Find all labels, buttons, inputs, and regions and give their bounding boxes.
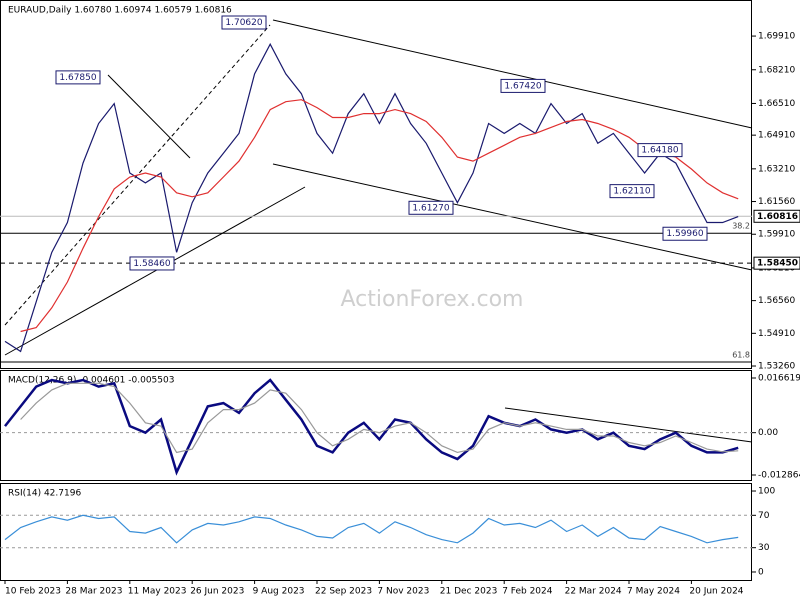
- y-tick-label: 0: [758, 567, 764, 577]
- x-tick-label: 11 May 2023: [128, 587, 187, 597]
- annotation-label: 1.62110: [613, 187, 650, 197]
- annotation-label: 1.67850: [59, 73, 96, 83]
- x-tick-label: 7 Nov 2023: [377, 587, 429, 597]
- y-tick-label: 0.00: [758, 428, 778, 438]
- chart-title: EURAUD,Daily 1.60780 1.60974 1.60579 1.6…: [8, 6, 232, 16]
- series-line: [20, 99, 739, 333]
- y-tick-label: 1.54910: [758, 329, 795, 339]
- x-tick-label: 22 Sep 2023: [315, 587, 372, 597]
- price-marker-label: 1.58450: [757, 259, 798, 269]
- y-tick-label: 70: [758, 511, 770, 521]
- rsi-title: RSI(14) 42.7196: [8, 489, 81, 499]
- annotation-box: [500, 78, 546, 93]
- annotation-box: [609, 184, 655, 199]
- x-tick-label: 26 Jun 2023: [190, 587, 244, 597]
- rsi-panel: [0, 483, 752, 581]
- y-tick-label: 1.61560: [758, 197, 795, 207]
- annotation-label: 1.58460: [133, 259, 170, 269]
- watermark: ActionForex.com: [341, 287, 524, 312]
- macd-trend: [504, 407, 753, 443]
- annotation-box: [55, 70, 101, 85]
- trend-lines: [4, 19, 753, 443]
- support-line: [4, 186, 306, 356]
- x-tick-label: 22 Mar 2024: [565, 587, 622, 597]
- macd-panel: [0, 370, 752, 481]
- x-tick-label: 20 Jun 2024: [689, 587, 743, 597]
- x-tick-label: 7 May 2024: [627, 587, 680, 597]
- y-tick-label: 1.64910: [758, 131, 795, 141]
- price-marker-label: 1.60816: [757, 212, 798, 222]
- y-tick-label: -0.012864: [758, 470, 800, 480]
- x-tick-label: 9 Aug 2023: [253, 587, 305, 597]
- series-line: [4, 42, 739, 353]
- y-tick-label: 1.68210: [758, 65, 795, 75]
- channel-top: [272, 19, 753, 129]
- y-tick-label: 1.63210: [758, 164, 795, 174]
- y-tick-label: 1.53260: [758, 362, 795, 372]
- fib-label: 61.8: [732, 351, 750, 360]
- x-tick-label: 21 Dec 2023: [440, 587, 498, 597]
- y-tick-label: 100: [758, 487, 775, 497]
- x-tick-label: 7 Feb 2024: [502, 587, 553, 597]
- fib-line: [4, 24, 271, 326]
- y-tick-label: 30: [758, 543, 770, 553]
- y-tick-label: 1.59910: [758, 230, 795, 240]
- annotation-box: [662, 226, 708, 241]
- y-tick-label: 1.56560: [758, 296, 795, 306]
- annotation-label: 1.64180: [641, 146, 678, 156]
- annotation-label: 1.67420: [504, 81, 541, 91]
- macd-title: MACD(12,26,9) -0.004601 -0.005503: [8, 376, 174, 386]
- annotation-label: 1.70620: [225, 18, 262, 28]
- annotation-box: [221, 15, 267, 30]
- annotation-box: [637, 143, 683, 158]
- fan-line: [107, 74, 191, 159]
- annotation-box: [129, 256, 175, 271]
- fib-label: 38.2: [732, 222, 750, 231]
- x-tick-label: 10 Feb 2023: [5, 587, 61, 597]
- y-tick-label: 1.69910: [758, 32, 795, 42]
- annotation-label: 1.59960: [666, 229, 703, 239]
- annotation-label: 1.61270: [412, 203, 449, 213]
- channel-bottom: [272, 163, 753, 271]
- y-tick-label: 1.66510: [758, 99, 795, 109]
- annotation-box: [408, 200, 454, 215]
- y-tick-label: 0.016619: [758, 374, 800, 384]
- price-marker-box: [753, 256, 800, 270]
- price-marker-box: [753, 209, 800, 223]
- series-line: [20, 382, 739, 454]
- price-panel: [0, 0, 752, 369]
- series-line: [4, 378, 739, 476]
- x-tick-label: 28 Mar 2023: [65, 587, 122, 597]
- series-line: [4, 514, 739, 544]
